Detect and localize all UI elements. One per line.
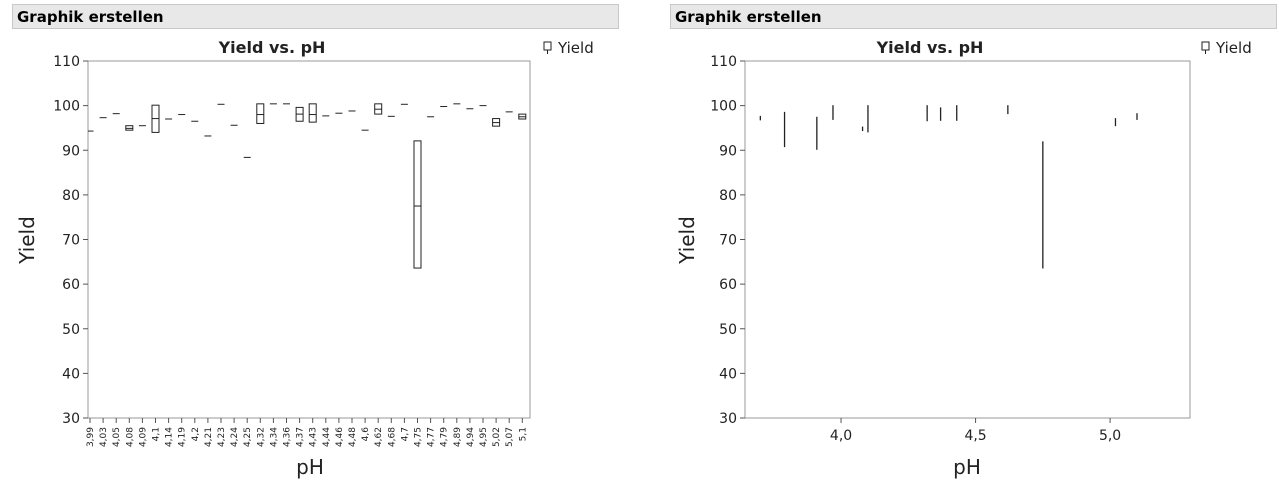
x-tick-label-left: 4,09: [138, 427, 148, 447]
x-tick-label-right: 4,5: [964, 428, 986, 444]
y-tick-label-left: 100: [53, 99, 80, 115]
x-tick-label-right: 5,0: [1099, 428, 1121, 444]
x-tick-label-left: 4,23: [217, 427, 227, 447]
chart-title-right: Yield vs. pH: [876, 38, 984, 57]
legend-right: Yield: [1201, 39, 1252, 57]
x-tick-label-left: 4,14: [165, 427, 175, 447]
y-tick-label-right: 100: [710, 99, 737, 115]
x-tick-label-left: 4,62: [374, 427, 384, 447]
panel-header-left[interactable]: Graphik erstellen: [12, 4, 619, 29]
box-mark: [256, 103, 265, 124]
x-tick-label-left: 4,79: [440, 427, 450, 447]
x-tick-label-left: 4,7: [400, 427, 410, 441]
x-tick-label-left: 4,46: [335, 427, 345, 447]
legend-box-icon: [543, 41, 552, 51]
x-tick-label-left: 4,08: [125, 427, 135, 447]
x-tick-label-left: 4,68: [387, 427, 397, 447]
x-tick-label-left: 4,94: [466, 427, 476, 447]
y-tick-label-right: 60: [719, 277, 737, 293]
y-tick-label-left: 90: [62, 143, 80, 159]
legend-label-left: Yield: [557, 39, 594, 57]
y-tick-label-left: 30: [62, 411, 80, 427]
y-tick-label-left: 60: [62, 277, 80, 293]
x-tick-label-left: 4,89: [453, 427, 463, 447]
box-mark: [413, 140, 422, 269]
x-tick-label-left: 4,95: [479, 427, 489, 447]
y-tick-label-left: 70: [62, 233, 80, 249]
x-tick-label-left: 4,1: [152, 427, 162, 441]
y-tick-label-right: 110: [710, 54, 737, 70]
x-tick-label-left: 3,99: [86, 427, 96, 447]
x-tick-label-left: 4,05: [112, 427, 122, 447]
boxes-left: [88, 103, 527, 269]
panel-header-right[interactable]: Graphik erstellen: [670, 4, 1277, 29]
y-tick-label-right: 50: [719, 322, 737, 338]
x-axis-label-right: pH: [953, 455, 981, 479]
x-tick-label-left: 4,48: [348, 427, 358, 447]
legend-label-right: Yield: [1215, 39, 1252, 57]
x-tick-label-left: 4,19: [178, 427, 188, 447]
y-tick-label-left: 110: [53, 54, 80, 70]
x-tick-label-left: 4,37: [296, 427, 306, 447]
x-tick-label-left: 4,24: [230, 427, 240, 447]
y-tick-label-right: 40: [719, 366, 737, 382]
y-tick-label-left: 80: [62, 188, 80, 204]
x-tick-label-right: 4,0: [830, 428, 852, 444]
plot-frame-right: [744, 60, 1191, 419]
x-tick-label-left: 5,02: [492, 427, 502, 447]
x-tick-label-left: 4,25: [243, 427, 253, 447]
x-tick-label-left: 5,1: [518, 427, 528, 441]
x-tick-label-left: 4,2: [191, 427, 201, 441]
x-tick-label-left: 4,36: [283, 427, 293, 447]
legend-left: Yield: [543, 39, 594, 57]
y-tick-label-left: 50: [62, 322, 80, 338]
x-tick-label-left: 4,21: [204, 427, 214, 447]
x-tick-label-left: 4,75: [414, 427, 424, 447]
x-tick-label-left: 4,6: [361, 427, 371, 442]
y-tick-label-right: 70: [719, 233, 737, 249]
legend-box-icon: [1201, 41, 1210, 51]
x-tick-label-left: 4,03: [99, 427, 109, 447]
y-tick-label-right: 30: [719, 411, 737, 427]
x-axis-label-left: pH: [296, 455, 324, 479]
x-tick-label-left: 4,32: [256, 427, 266, 447]
chart-title-left: Yield vs. pH: [218, 38, 326, 57]
x-tick-label-left: 4,44: [322, 427, 332, 447]
x-tick-label-left: 4,77: [427, 427, 437, 447]
x-tick-label-left: 4,34: [269, 427, 279, 447]
y-tick-label-left: 40: [62, 366, 80, 382]
y-axis-label-left: Yield: [15, 216, 39, 265]
y-tick-label-right: 90: [719, 143, 737, 159]
x-tick-label-left: 4,43: [309, 427, 319, 447]
box-mark: [308, 103, 317, 123]
y-tick-label-right: 80: [719, 188, 737, 204]
y-axis-label-right: Yield: [675, 216, 699, 265]
x-tick-label-left: 5,07: [505, 427, 515, 447]
